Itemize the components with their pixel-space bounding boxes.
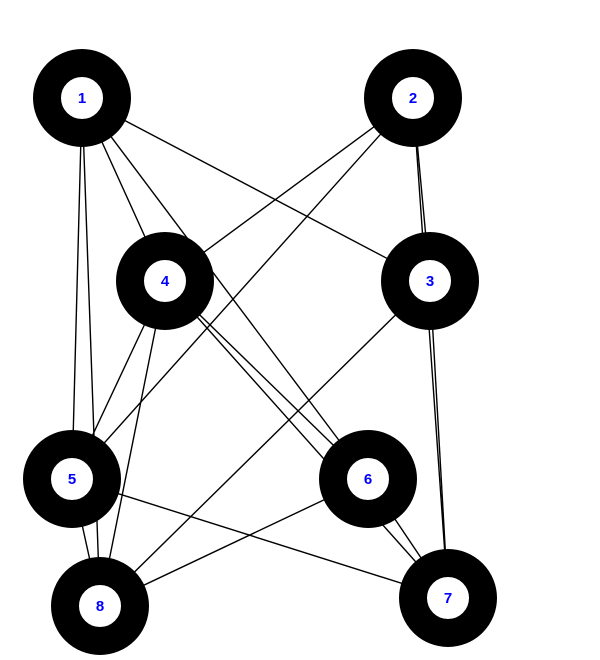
node-5: 5: [37, 444, 107, 514]
node-8: 8: [65, 571, 135, 641]
edge-1-8: [82, 98, 100, 606]
node-label: 7: [444, 590, 452, 607]
network-graph: 1 2 3 4 5 6 7 8: [0, 0, 600, 660]
edge-4-8: [100, 281, 165, 606]
node-label: 8: [96, 598, 104, 615]
node-6: 6: [333, 444, 403, 514]
node-label: 1: [78, 90, 86, 107]
edge-1-5: [72, 98, 82, 479]
node-label: 6: [364, 471, 372, 488]
node-label: 5: [68, 471, 76, 488]
node-label: 2: [409, 90, 417, 107]
edge-2-7: [413, 98, 448, 598]
node-2: 2: [378, 63, 448, 133]
node-label: 3: [426, 273, 434, 290]
node-4: 4: [130, 246, 200, 316]
node-1: 1: [47, 63, 117, 133]
node-7: 7: [413, 563, 483, 633]
edges-layer: [72, 98, 448, 606]
edge-4-7: [165, 281, 448, 598]
node-3: 3: [395, 246, 465, 316]
node-label: 4: [161, 273, 170, 290]
